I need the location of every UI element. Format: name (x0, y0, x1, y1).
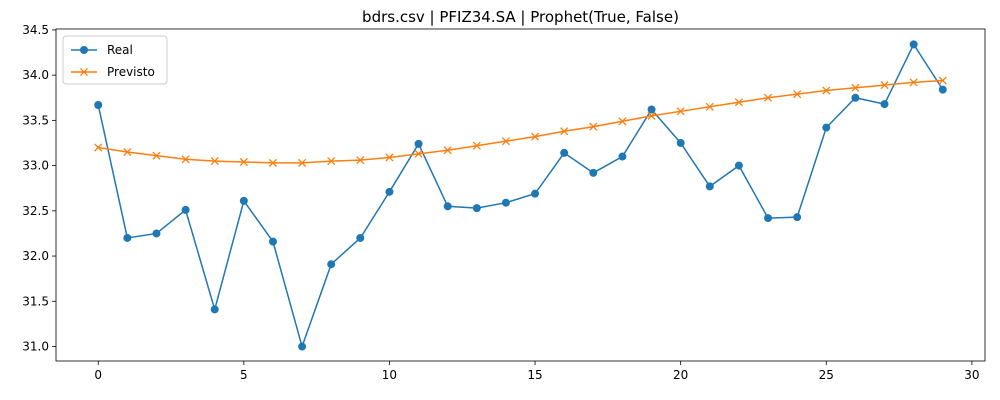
data-point-previsto (123, 147, 132, 157)
data-point-real (239, 196, 248, 205)
data-point-previsto (385, 153, 394, 162)
data-point-previsto (472, 141, 481, 150)
data-point-real (531, 189, 540, 198)
data-point-previsto (152, 151, 161, 160)
legend-marker-real (80, 46, 88, 54)
series-line-previsto (98, 79, 943, 164)
data-point-previsto (501, 137, 510, 146)
data-point-previsto (938, 76, 947, 85)
data-point-real (560, 148, 569, 157)
data-point-previsto (705, 102, 714, 111)
data-point-real (822, 123, 831, 132)
data-point-previsto (618, 117, 627, 126)
legend-marker-previsto (79, 67, 89, 77)
data-point-real (705, 182, 714, 191)
data-point-real (938, 85, 947, 94)
data-point-real (472, 204, 481, 213)
plot-area (94, 40, 947, 351)
data-point-real (123, 233, 132, 242)
x-tick-label: 5 (240, 368, 248, 382)
data-point-previsto (647, 111, 656, 120)
data-point-previsto (822, 86, 831, 95)
data-point-real (501, 198, 510, 207)
data-point-previsto (356, 156, 365, 165)
data-point-previsto (763, 93, 773, 102)
data-point-real (443, 202, 452, 211)
data-point-real (152, 229, 161, 238)
data-point-previsto (676, 107, 685, 116)
data-point-previsto (443, 146, 452, 155)
data-point-previsto (880, 81, 889, 90)
y-tick-label: 32.5 (22, 204, 49, 218)
data-point-real (734, 161, 743, 170)
data-point-real (414, 139, 423, 148)
data-point-real (851, 93, 860, 102)
data-point-previsto (414, 149, 423, 158)
y-tick-label: 34.5 (22, 23, 49, 37)
legend-label-previsto: Previsto (107, 65, 155, 79)
data-point-real (909, 40, 918, 49)
y-tick-label: 33.5 (22, 113, 49, 127)
x-tick-label: 20 (673, 368, 688, 382)
data-point-real (793, 213, 802, 222)
x-tick-label: 0 (94, 368, 102, 382)
data-point-previsto (298, 158, 307, 167)
y-tick-label: 34.0 (22, 68, 49, 82)
data-point-previsto (181, 155, 190, 164)
data-point-previsto (327, 157, 336, 166)
axes: 0 5 10 15 20 25 30 31.0 31.5 32.0 32.5 33.0 33.5 34.0… (22, 23, 986, 382)
data-point-real (181, 205, 190, 214)
x-tick-label: 10 (382, 368, 397, 382)
x-tick-label: 30 (964, 368, 979, 382)
y-tick-label: 32.0 (22, 249, 49, 263)
data-point-previsto (210, 157, 219, 166)
series-line-real (97, 42, 944, 350)
data-point-previsto (793, 90, 802, 99)
data-point-real (764, 214, 773, 223)
data-point-previsto (94, 143, 103, 152)
data-point-previsto (909, 78, 918, 87)
data-point-previsto (239, 157, 248, 167)
data-point-previsto (734, 98, 743, 107)
data-point-real (356, 233, 365, 242)
data-point-real (210, 305, 219, 314)
data-point-real (268, 237, 277, 246)
chart-title: bdrs.csv | PFIZ34.SA | Prophet(True, Fal… (362, 8, 679, 26)
y-tick-label: 33.0 (22, 159, 49, 173)
data-point-previsto (560, 127, 569, 136)
data-point-real (647, 105, 656, 114)
data-point-real (298, 342, 307, 351)
y-tick-label: 31.0 (22, 340, 49, 354)
data-point-real (385, 187, 394, 196)
data-point-real (880, 100, 889, 109)
data-point-previsto (851, 83, 860, 92)
data-point-previsto (531, 132, 540, 141)
data-point-real (327, 260, 336, 269)
data-point-real (618, 152, 627, 161)
data-point-real (589, 168, 598, 177)
data-point-real (94, 100, 103, 109)
x-tick-label: 15 (527, 368, 542, 382)
data-point-real (676, 138, 685, 147)
legend: Real Previsto (62, 35, 168, 85)
axes-frame (55, 28, 986, 362)
data-point-previsto (589, 122, 598, 131)
y-tick-label: 31.5 (22, 294, 49, 308)
data-point-previsto (268, 158, 278, 167)
legend-label-real: Real (107, 43, 133, 57)
x-tick-label: 25 (819, 368, 834, 382)
